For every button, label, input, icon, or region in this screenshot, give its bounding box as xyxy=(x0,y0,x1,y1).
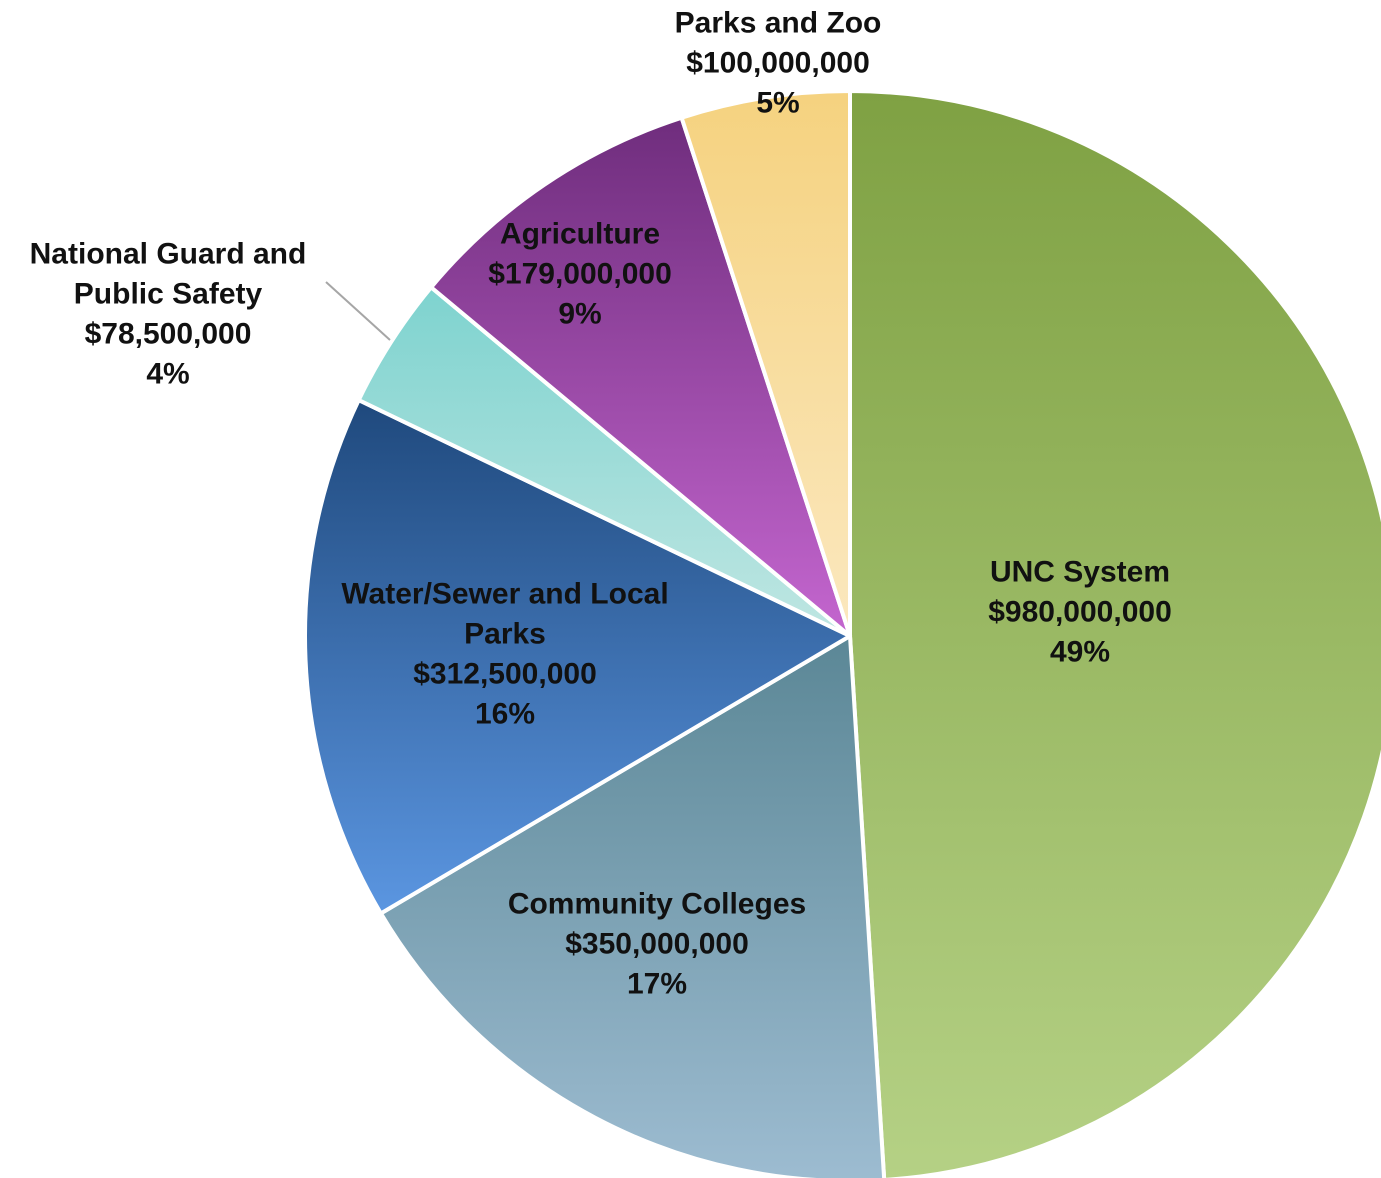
slice-label-cc: Community Colleges $350,000,000 17% xyxy=(508,888,806,1001)
slice-value-label: $312,500,000 xyxy=(413,658,597,691)
pie-slice-water xyxy=(303,398,852,916)
pie-labels: UNC System $980,000,000 49% Community Colle… xyxy=(30,7,1172,1001)
slice-label-name: Agriculture xyxy=(500,218,660,251)
slice-percent-label: 5% xyxy=(756,87,799,120)
slice-value-label: $350,000,000 xyxy=(565,928,749,961)
pie-slice-unc xyxy=(848,89,1381,1178)
pie-slice-ag xyxy=(429,115,852,638)
slice-label-name: Water/Sewer and Local xyxy=(341,578,668,611)
slice-label-name: UNC System xyxy=(990,556,1170,589)
slice-label-ag: Agriculture $179,000,000 9% xyxy=(488,218,672,331)
slice-label-name: Community Colleges xyxy=(508,888,806,921)
slice-label-guard: National Guard and Public Safety $78,500,0… xyxy=(30,238,307,391)
slice-value-label: $100,000,000 xyxy=(686,47,870,80)
national-guard-leader-line xyxy=(325,281,391,341)
slice-label-name: Parks and Zoo xyxy=(675,7,882,40)
slice-label-name: Parks xyxy=(464,618,546,651)
slice-percent-label: 16% xyxy=(475,698,535,731)
slice-value-label: $78,500,000 xyxy=(85,318,252,351)
slice-percent-label: 17% xyxy=(627,968,687,1001)
pie-slice-parks xyxy=(679,89,852,638)
pie-slice-cc xyxy=(378,634,887,1178)
slice-percent-label: 4% xyxy=(146,358,189,391)
slice-value-label: $179,000,000 xyxy=(488,258,672,291)
slice-label-name: National Guard and xyxy=(30,238,307,271)
slice-value-label: $980,000,000 xyxy=(988,596,1172,629)
slice-percent-label: 49% xyxy=(1050,636,1110,669)
slice-label-water: Water/Sewer and Local Parks $312,500,000 16… xyxy=(341,578,668,731)
pie-slices xyxy=(303,89,1381,1178)
slice-label-name: Public Safety xyxy=(74,278,263,311)
slice-percent-label: 9% xyxy=(558,298,601,331)
slice-label-unc: UNC System $980,000,000 49% xyxy=(988,556,1172,669)
slice-label-parks: Parks and Zoo $100,000,000 5% xyxy=(675,7,882,120)
